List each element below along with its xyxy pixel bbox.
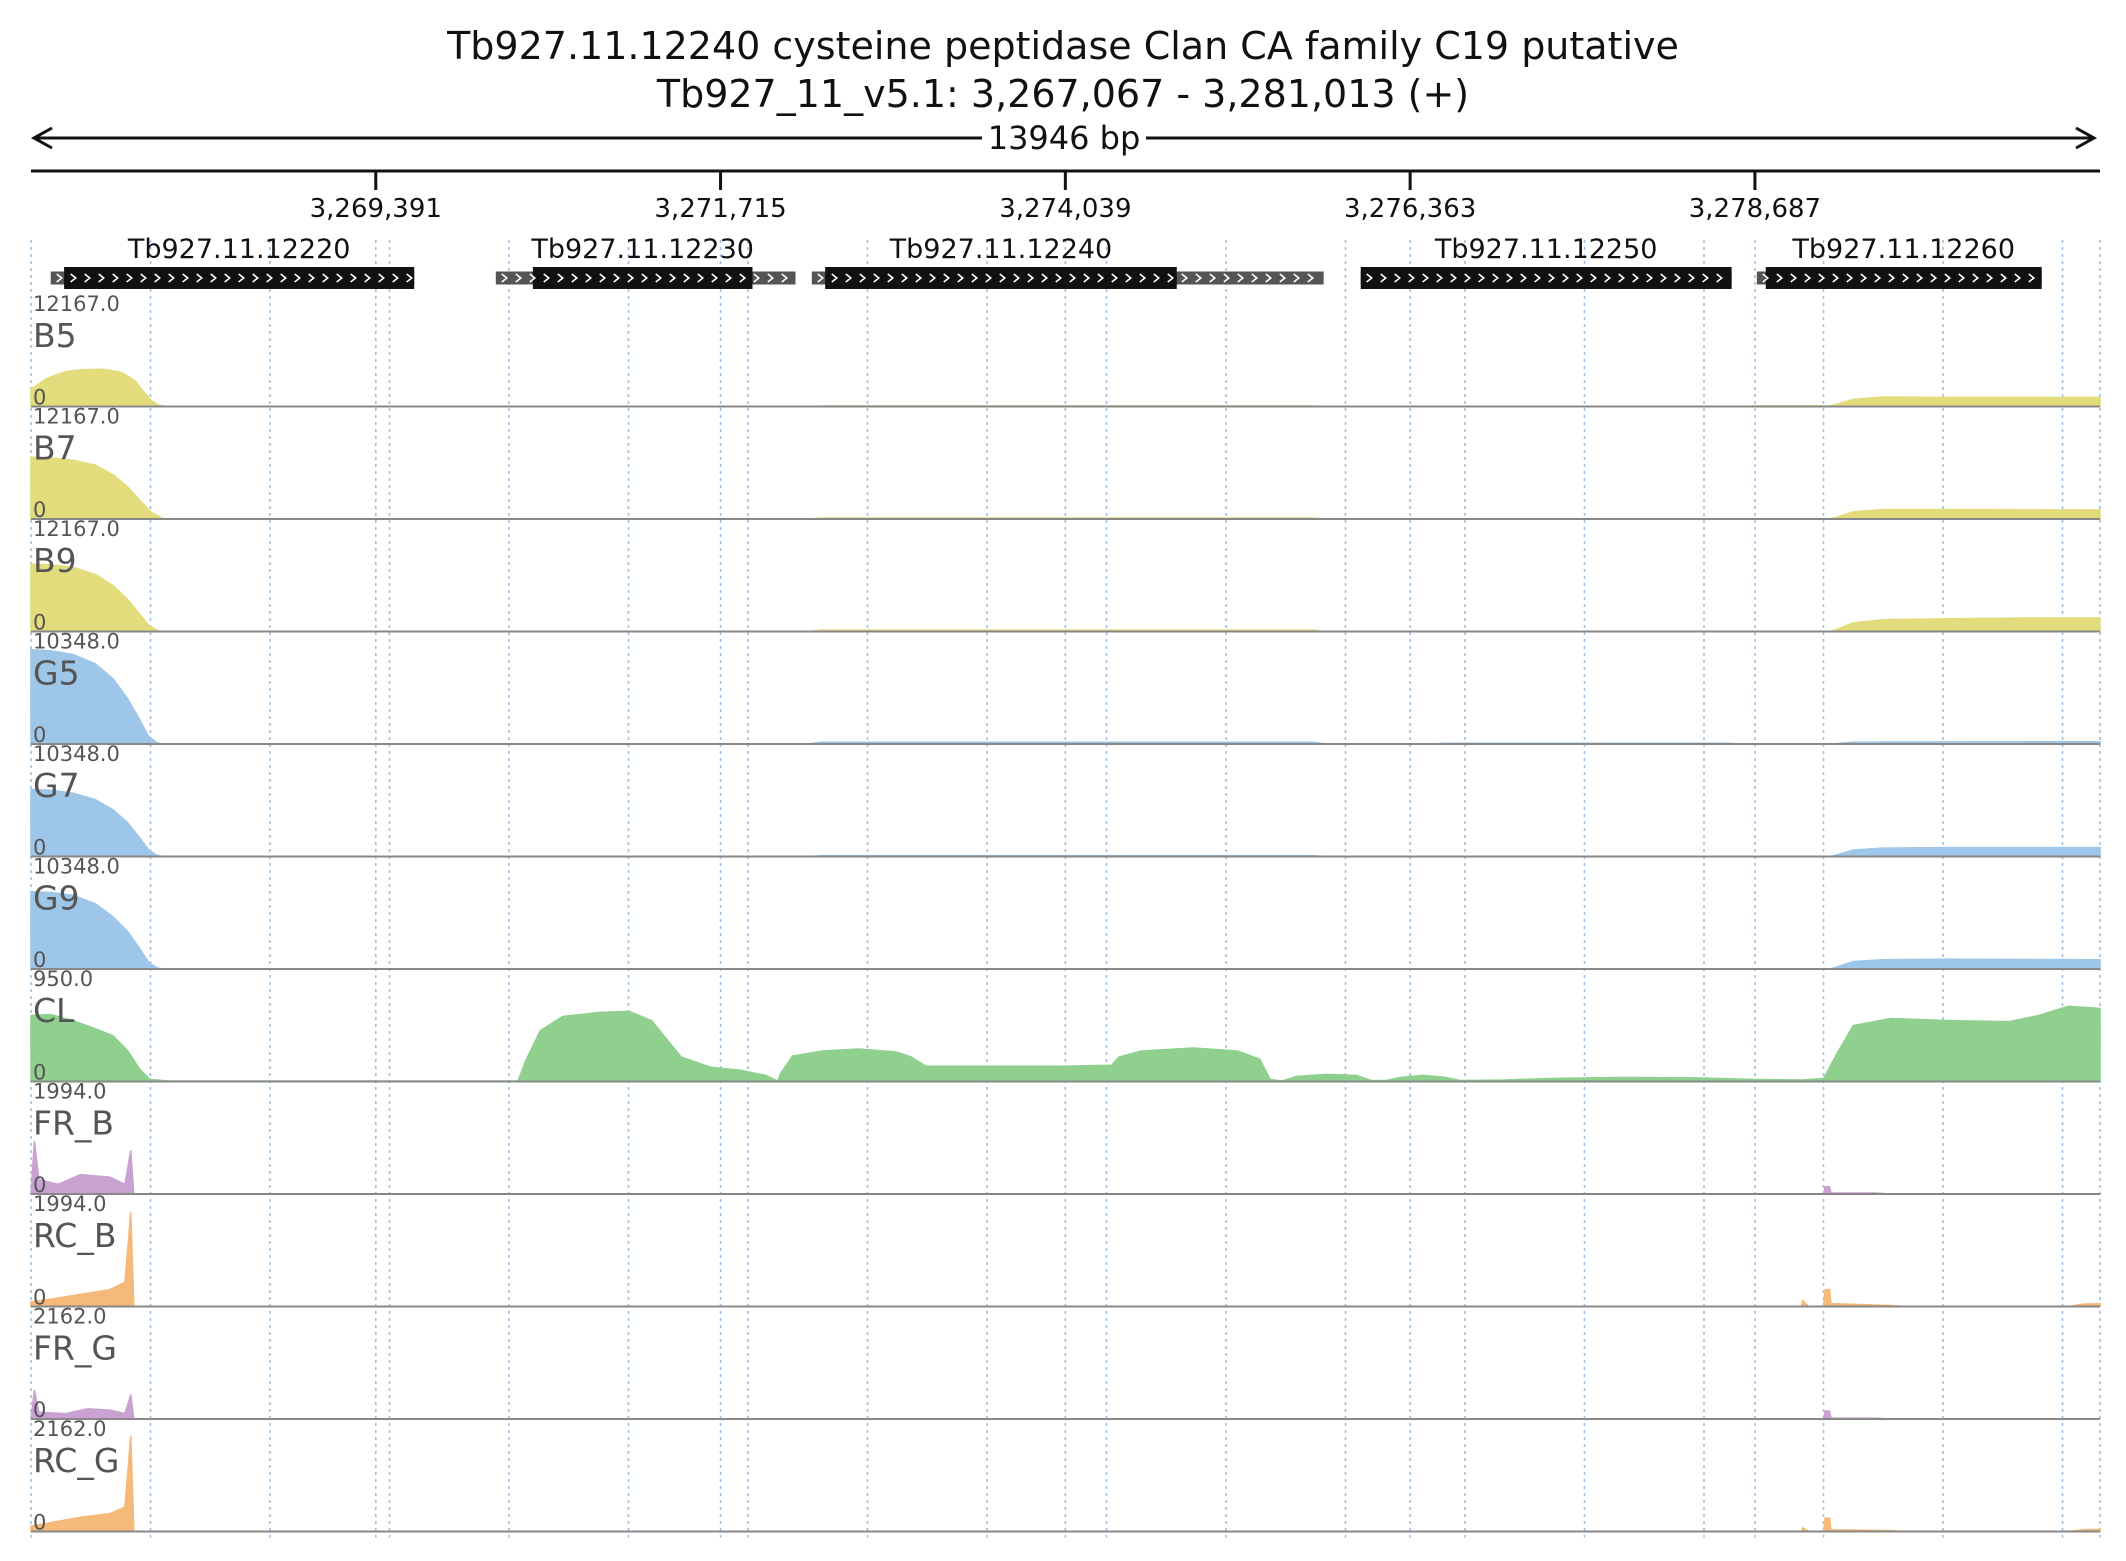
track-ymax-label: 10348.0 [33, 855, 120, 879]
track-ymax-label: 950.0 [33, 967, 93, 991]
coordinate-gridlines [30, 240, 2101, 1538]
coverage-tracks: 12167.0B5012167.0B7012167.0B9010348.0G50… [30, 292, 2101, 1535]
track-name-label: FR_B [33, 1104, 114, 1143]
coordinate-axis: 3,269,391 3,271,715 3,274,039 3,276,363 3,27… [31, 169, 2100, 224]
track-ymax-label: 1994.0 [33, 1080, 106, 1104]
track-b9: 12167.0B9 0 [30, 517, 2101, 635]
axis-tick-label-5: 3,278,687 [1689, 194, 1821, 224]
gene-cds-bar [1360, 267, 1732, 289]
gene-label: Tb927.11.12260 [1791, 234, 2015, 265]
track-ymax-label: 12167.0 [33, 292, 120, 316]
coverage-area [30, 1005, 2101, 1083]
gene-cds-bar [64, 267, 415, 289]
track-ymin-label: 0 [33, 948, 46, 972]
track-g5: 10348.0G5 0 [30, 630, 2101, 747]
track-ymax-label: 1994.0 [33, 1192, 106, 1216]
track-rc-b: 1994.0RC_B 0 [30, 1192, 2101, 1310]
track-ymin-label: 0 [33, 611, 46, 635]
track-ymax-label: 12167.0 [33, 517, 120, 541]
coverage-area [30, 1435, 2101, 1533]
track-ymin-label: 0 [33, 1061, 46, 1085]
track-rc-g: 2162.0RC_G 0 [30, 1417, 2101, 1535]
track-ymin-label: 0 [33, 1398, 46, 1422]
track-name-label: B5 [33, 316, 77, 355]
gene-Tb927-11-12230: Tb927.11.12230 [495, 234, 796, 289]
chart-subtitle: Tb927_11_v5.1: 3,267,067 - 3,281,013 (+) [656, 72, 1469, 116]
track-name-label: CL [33, 991, 75, 1030]
track-name-label: FR_G [33, 1329, 117, 1368]
axis-tick-label-1: 3,269,391 [310, 194, 442, 224]
track-b5: 12167.0B5 0 [30, 292, 2101, 410]
axis-tick-label-2: 3,271,715 [654, 194, 786, 224]
track-name-label: B9 [33, 541, 77, 580]
gene-Tb927-11-12240: Tb927.11.12240 [811, 234, 1324, 289]
track-ymin-label: 0 [33, 1286, 46, 1310]
track-ymin-label: 0 [33, 1173, 46, 1197]
chart-title: Tb927.11.12240 cysteine peptidase Clan C… [446, 24, 1679, 68]
track-b7: 12167.0B7 0 [30, 405, 2101, 522]
span-length-label: 13946 bp [988, 119, 1141, 157]
track-ymin-label: 0 [33, 386, 46, 410]
track-name-label: G5 [33, 654, 80, 693]
gene-annotation-track: Tb927.11.12220 Tb927.11.12230 Tb927.11.122… [50, 234, 2042, 289]
gene-strand-chevrons [56, 273, 413, 283]
gene-label: Tb927.11.12220 [127, 234, 351, 265]
gene-cds-bar [825, 267, 1177, 289]
track-g7: 10348.0G7 0 [30, 742, 2101, 860]
track-name-label: B7 [33, 429, 77, 468]
gene-strand-chevrons [1366, 273, 1723, 283]
track-fr-b: 1994.0FR_B 0 [30, 1080, 2100, 1197]
coverage-area [30, 890, 2101, 970]
figure-header: Tb927.11.12240 cysteine peptidase Clan C… [446, 24, 1679, 116]
gene-cds-bar [532, 267, 753, 289]
gene-Tb927-11-12250: Tb927.11.12250 [1360, 234, 1732, 289]
gene-Tb927-11-12220: Tb927.11.12220 [50, 234, 415, 289]
track-ymax-label: 10348.0 [33, 630, 120, 654]
gene-cds-bar [1765, 267, 2042, 289]
track-ymin-label: 0 [33, 1511, 46, 1535]
span-indicator: 13946 bp [30, 119, 2098, 157]
track-name-label: G7 [33, 766, 80, 805]
track-name-label: RC_G [33, 1441, 119, 1480]
track-name-label: G9 [33, 879, 80, 918]
track-ymin-label: 0 [33, 836, 46, 860]
gene-label: Tb927.11.12250 [1434, 234, 1658, 265]
track-ymax-label: 10348.0 [33, 742, 120, 766]
track-g9: 10348.0G9 0 [30, 855, 2101, 972]
axis-tick-label-4: 3,276,363 [1344, 194, 1476, 224]
gene-label: Tb927.11.12230 [530, 234, 754, 265]
track-ymin-label: 0 [33, 723, 46, 747]
span-arrow-right [2075, 126, 2098, 150]
span-arrow-left [30, 126, 53, 150]
track-cl: 950.0CL 0 [30, 967, 2101, 1085]
gene-Tb927-11-12260: Tb927.11.12260 [1756, 234, 2042, 289]
track-ymax-label: 2162.0 [33, 1417, 106, 1441]
track-name-label: RC_B [33, 1216, 116, 1255]
track-ymax-label: 12167.0 [33, 405, 120, 429]
track-ymin-label: 0 [33, 498, 46, 522]
axis-tick-label-3: 3,274,039 [999, 194, 1131, 224]
gene-strand-chevrons [817, 273, 1315, 283]
gene-label: Tb927.11.12240 [889, 234, 1113, 265]
track-ymax-label: 2162.0 [33, 1305, 106, 1329]
track-fr-g: 2162.0FR_G 0 [30, 1305, 2100, 1422]
gene-strand-chevrons [501, 273, 789, 283]
gene-strand-chevrons [1762, 273, 2036, 283]
